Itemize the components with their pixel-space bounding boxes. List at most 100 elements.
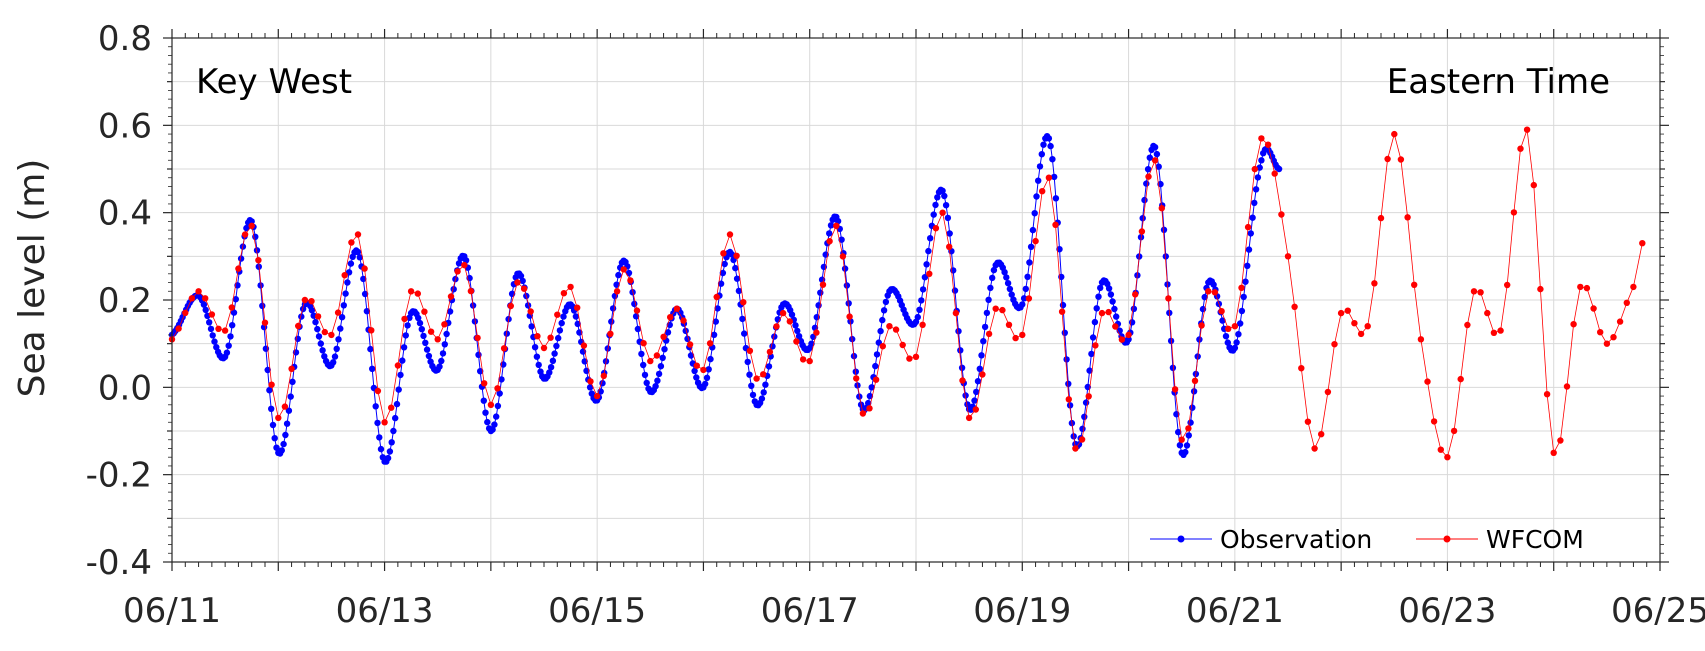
x-tick-label: 06/15 xyxy=(548,591,646,631)
observation-point xyxy=(1190,388,1198,395)
observation-point xyxy=(939,187,946,194)
wfcom-point xyxy=(1311,445,1318,452)
observation-point xyxy=(872,362,879,370)
observation-point xyxy=(491,421,498,428)
observation-point xyxy=(211,338,218,345)
observation-point xyxy=(496,390,503,397)
wfcom-point xyxy=(1464,321,1471,329)
observation-point xyxy=(315,333,323,340)
wfcom-point xyxy=(972,406,979,413)
observation-point xyxy=(880,307,888,314)
observation-point xyxy=(1238,307,1246,315)
observation-point xyxy=(826,230,833,237)
observation-point xyxy=(266,387,273,394)
observation-point xyxy=(923,261,930,268)
wfcom-point xyxy=(1597,329,1604,336)
observation-point xyxy=(1052,195,1060,202)
wfcom-point xyxy=(1377,214,1385,222)
observation-point xyxy=(1079,425,1086,432)
wfcom-point xyxy=(235,265,242,272)
observation-point xyxy=(416,319,424,327)
wfcom-point xyxy=(1497,327,1504,334)
wfcom-point xyxy=(374,387,382,395)
observation-point xyxy=(1256,164,1263,171)
observation-point xyxy=(1045,135,1053,142)
observation-point xyxy=(1109,298,1116,305)
wfcom-point xyxy=(182,309,189,316)
wfcom-point xyxy=(773,323,780,330)
observation-point xyxy=(827,222,835,229)
wfcom-point xyxy=(1191,377,1199,384)
wfcom-point xyxy=(793,338,800,345)
wfcom-point xyxy=(673,305,681,312)
wfcom-point xyxy=(839,253,847,260)
observation-point xyxy=(1251,199,1258,207)
observation-point xyxy=(951,287,959,294)
observation-point xyxy=(1125,336,1132,343)
wfcom-point xyxy=(1411,281,1418,288)
observation-point xyxy=(546,369,553,376)
wfcom-point xyxy=(1477,289,1484,296)
observation-point xyxy=(264,366,271,374)
wfcom-point xyxy=(1005,321,1013,328)
observation-point xyxy=(634,325,642,333)
wfcom-point xyxy=(1165,295,1172,302)
wfcom-point xyxy=(1032,237,1039,245)
observation-point xyxy=(312,318,319,326)
observation-point xyxy=(918,297,925,304)
observation-point xyxy=(712,318,719,325)
observation-point xyxy=(1235,331,1242,338)
wfcom-point xyxy=(248,222,255,229)
observation-point xyxy=(319,347,326,354)
wfcom-point xyxy=(1351,320,1358,327)
observation-point xyxy=(1245,246,1253,253)
wfcom-point xyxy=(1610,334,1617,341)
wfcom-point xyxy=(853,375,860,382)
wfcom-point xyxy=(1065,396,1073,403)
observation-point xyxy=(866,392,874,400)
wfcom-point xyxy=(1211,289,1219,296)
wfcom-point xyxy=(879,343,886,350)
observation-point xyxy=(558,319,565,327)
wfcom-point xyxy=(314,313,322,320)
observation-point xyxy=(333,345,340,352)
observation-point xyxy=(1038,151,1046,158)
observation-point xyxy=(1029,226,1037,234)
observation-point xyxy=(386,448,394,455)
observation-point xyxy=(687,352,695,359)
observation-point xyxy=(705,366,712,373)
observation-point xyxy=(879,316,886,324)
observation-point xyxy=(914,313,921,321)
observation-point xyxy=(1182,448,1189,456)
legend-observation-marker xyxy=(1177,535,1185,543)
observation-point xyxy=(298,313,305,320)
observation-point xyxy=(1144,166,1152,173)
wfcom-point xyxy=(766,348,774,356)
observation-point xyxy=(1155,163,1162,170)
wfcom-point xyxy=(1590,305,1597,312)
wfcom-point xyxy=(786,318,793,325)
wfcom-point xyxy=(1251,165,1259,173)
wfcom-point xyxy=(1437,446,1445,453)
wfcom-point xyxy=(1318,431,1325,438)
wfcom-point xyxy=(301,296,309,304)
observation-point xyxy=(273,444,280,451)
observation-point xyxy=(354,248,362,256)
observation-point xyxy=(921,274,929,281)
wfcom-point xyxy=(1371,280,1378,287)
observation-point xyxy=(978,352,985,359)
observation-point xyxy=(1033,193,1040,200)
wfcom-point xyxy=(1012,334,1019,342)
wfcom-point xyxy=(195,288,202,295)
observation-point xyxy=(477,368,484,375)
observation-point xyxy=(1047,142,1054,150)
wfcom-point xyxy=(1404,214,1411,221)
wfcom-point xyxy=(1185,425,1192,432)
observation-point xyxy=(337,325,344,332)
observation-point xyxy=(717,280,725,287)
wfcom-point xyxy=(753,375,760,382)
wfcom-point xyxy=(394,362,402,369)
wfcom-point xyxy=(746,347,754,354)
observation-point xyxy=(691,367,698,375)
grid xyxy=(172,38,1660,562)
